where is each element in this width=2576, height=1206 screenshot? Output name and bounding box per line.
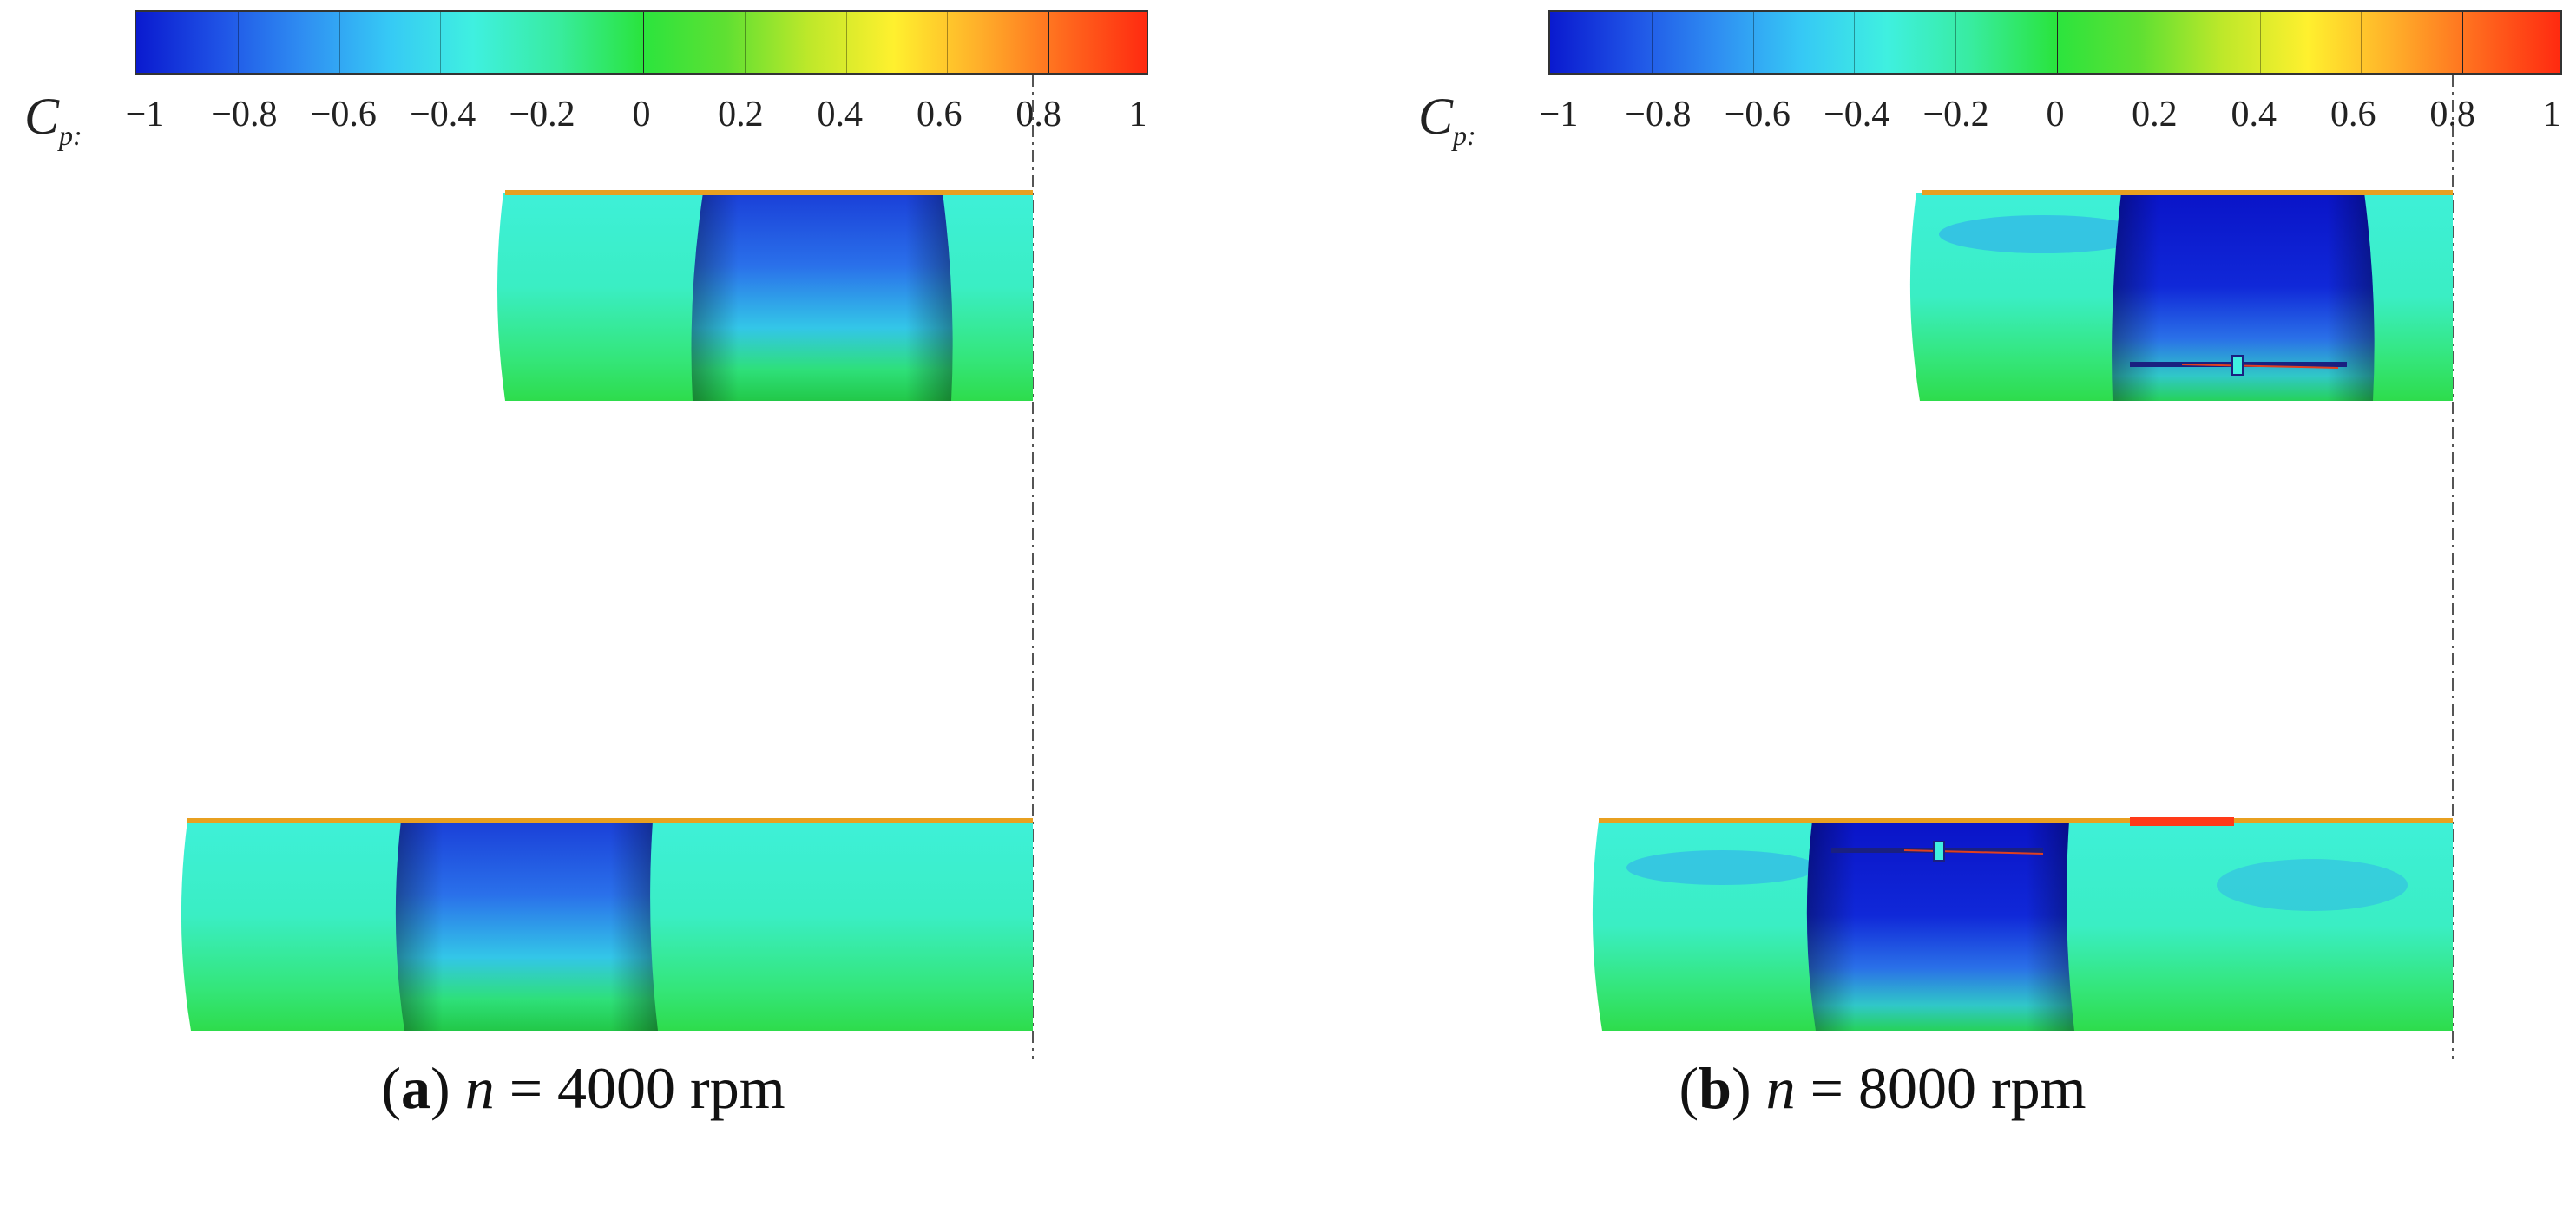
colorbar-segment-line [1651,12,1653,73]
colorbar-segment-line [2259,12,2261,73]
colorbar-tick-label: 0.2 [718,95,764,134]
upper-tube [1909,190,2453,401]
colorbar-tick-label: −0.4 [410,95,476,134]
colorbar-segment-line [440,12,442,73]
colorbar-segment-line [744,12,746,73]
upper-tube [496,190,1033,401]
colorbar-segment-line [643,12,644,73]
upper-tube-low-pressure-patch [1939,215,2147,253]
lower-tube-top-edge [1599,818,2453,823]
colorbar-segment-line [1752,12,1754,73]
colorbar-segment-line [845,12,847,73]
colorbar-label-sub: p: [59,120,82,151]
lower-tube-hub [1933,841,1945,862]
lower-tube-throat-shade [395,821,658,1031]
colorbar-tick-label: 0.2 [2132,95,2178,134]
caption-rest: = 4000 rpm [494,1055,785,1121]
lower-tube-throat-shade [1806,821,2074,1031]
upper-tube-top-edge [505,190,1033,195]
colorbar-label-text: C [24,88,60,145]
colorbar-tick-label: −0.6 [310,95,377,134]
colorbar-tick-label: 0.4 [2231,95,2277,134]
colorbar-segment-line [338,12,340,73]
colorbar-tick-label: 1 [2542,95,2561,134]
colorbar-tick-label: 0.6 [2330,95,2376,134]
colorbar-segment-line [1854,12,1856,73]
colorbar-tick-label: −0.2 [1922,95,1989,134]
lower-tube-blade-edge [1903,849,2044,855]
colorbar-tick-label: −0.4 [1824,95,1890,134]
panel-b: Cp: −1 −0.8 −0.6 −0.4 −0.2 0 0.2 0.4 0.6 0.8 1 [1418,0,2576,1206]
pressure-contour-scene [181,75,1034,1059]
lower-tube [1592,817,2453,1031]
pressure-contour-scene [1592,75,2454,1059]
colorbar-segment-line [2361,12,2362,73]
colorbar-tick-label: 0.4 [817,95,864,134]
colorbar-tick-label: −0.2 [509,95,575,134]
caption-var: n [464,1055,495,1121]
colorbar-tick-label: 0 [2046,95,2065,134]
colorbar-tick-label: 1 [1128,95,1147,134]
colorbar-tick-label: −1 [125,95,165,134]
colorbar-tick-label: −0.8 [211,95,278,134]
caption-var: n [1765,1055,1796,1121]
colorbar-segment-line [1955,12,1957,73]
upper-tube-throat-shade [2112,193,2375,401]
lower-tube-low-pressure-patch-right [2217,859,2408,911]
upper-tube-top-edge [1922,190,2453,195]
colorbar-label: Cp: [1418,87,1476,152]
lower-tube-high-pressure-spot [2130,817,2234,826]
colorbar-segment-line [237,12,239,73]
upper-tube-throat-shade [691,193,953,401]
colorbar [135,10,1148,75]
colorbar-segment-line [1048,12,1050,73]
upper-tube-blade-edge [2181,364,2339,369]
caption-b: (b) n = 8000 rpm [1679,1055,2086,1121]
colorbar-segment-line [2057,12,2058,73]
colorbar-tick-label: 0.6 [916,95,963,134]
caption-a: (a) n = 4000 rpm [381,1055,785,1121]
colorbar-label: Cp: [24,87,82,152]
colorbar-tick-label: −1 [1539,95,1579,134]
colorbar-label-sub: p: [1453,120,1476,151]
colorbar-label-text: C [1418,88,1454,145]
caption-letter: a [401,1055,431,1121]
colorbar-tick-label: −0.8 [1625,95,1692,134]
colorbar [1548,10,2562,75]
lower-tube-top-edge [187,818,1033,823]
caption-rest: = 8000 rpm [1795,1055,2086,1121]
colorbar-tick-label: 0.8 [1015,95,1061,134]
colorbar-segment-line [947,12,949,73]
colorbar-segment-line [2462,12,2464,73]
colorbar-tick-label: −0.6 [1724,95,1791,134]
lower-tube-low-pressure-patch-left [1626,850,1817,885]
colorbar-tick-label: 0 [632,95,651,134]
lower-tube [181,818,1033,1031]
caption-letter: b [1699,1055,1732,1121]
upper-tube-hub [2231,355,2244,376]
panel-a: Cp: −1 −0.8 −0.6 −0.4 −0.2 0 0.2 0.4 0.6 0.8 1 [24,10,1148,1121]
